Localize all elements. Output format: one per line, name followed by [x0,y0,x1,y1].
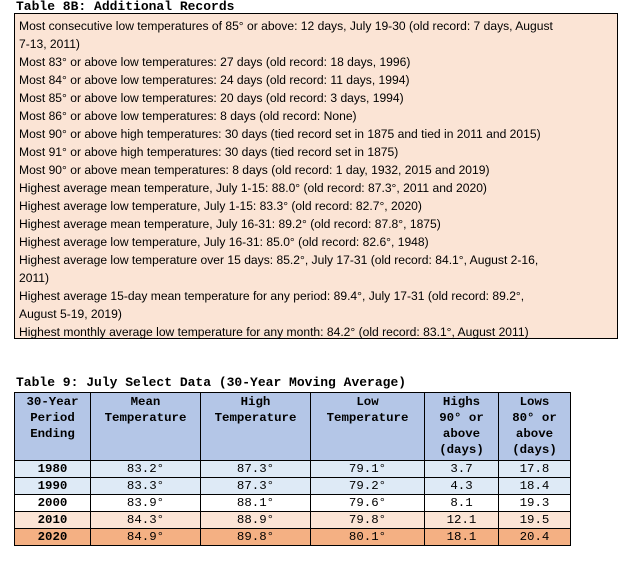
table-row: 2000 83.9° 88.1° 79.6° 8.1 19.3 [14,494,571,512]
lows-days-cell: 18.4 [498,477,571,495]
highs-days-cell: 12.1 [424,511,499,529]
lows-days-cell: 20.4 [498,528,571,546]
record-line: Most 90° or above mean temperatures: 8 d… [19,163,490,177]
record-line: Highest average mean temperature, July 1… [19,181,487,195]
header-line: Temperature [326,411,409,425]
record-line: Highest average low temperature, July 1-… [19,199,422,213]
record-line: Most 90° or above high temperatures: 30 … [19,127,541,141]
high-cell: 89.8° [200,528,311,546]
header-line: Low [356,395,379,409]
highs-days-cell: 4.3 [424,477,499,495]
high-cell: 87.3° [200,460,311,478]
july-select-data-table: 30-Year Period Ending Mean Temperature H… [14,392,571,546]
mean-cell: 83.9° [90,494,201,512]
lows-days-cell: 19.5 [498,511,571,529]
lows-days-cell: 19.3 [498,494,571,512]
header-line: Ending [30,427,75,441]
period-cell: 2020 [14,528,91,546]
low-cell: 79.2° [310,477,425,495]
record-line: Highest average low temperature, July 16… [19,235,429,249]
header-line: (days) [512,443,557,457]
record-line: Most 86° or above low temperatures: 8 da… [19,109,357,123]
header-line: Period [30,411,75,425]
record-line: Highest average low temperature over 15 … [19,253,539,267]
highs-days-cell: 8.1 [424,494,499,512]
header-line: Mean [130,395,161,409]
column-header-highs-90: Highs 90° or above (days) [424,392,499,461]
period-cell: 1990 [14,477,91,495]
low-cell: 79.8° [310,511,425,529]
period-cell: 2000 [14,494,91,512]
column-header-period: 30-Year Period Ending [14,392,91,461]
record-line: 7-13, 2011) [19,37,80,51]
record-line: Most consecutive low temperatures of 85°… [19,19,553,33]
header-line: 80° or [512,411,557,425]
mean-cell: 84.3° [90,511,201,529]
header-line: (days) [439,443,484,457]
mean-cell: 83.3° [90,477,201,495]
record-line: Most 85° or above low temperatures: 20 d… [19,91,404,105]
high-cell: 87.3° [200,477,311,495]
record-line: 2011) [19,271,50,285]
table-row: 2010 84.3° 88.9° 79.8° 12.1 19.5 [14,511,571,529]
mean-cell: 83.2° [90,460,201,478]
lows-days-cell: 17.8 [498,460,571,478]
record-line: Most 83° or above low temperatures: 27 d… [19,55,411,69]
header-line: 90° or [439,411,484,425]
header-line: above [515,427,554,441]
record-line: August 5-19, 2019) [19,307,122,321]
highs-days-cell: 3.7 [424,460,499,478]
mean-cell: 84.9° [90,528,201,546]
table-header-row: 30-Year Period Ending Mean Temperature H… [14,392,571,461]
table-8b-title: Table 8B: Additional Records [16,0,235,14]
table-row: 1980 83.2° 87.3° 79.1° 3.7 17.8 [14,460,571,478]
table-row: 1990 83.3° 87.3° 79.2° 4.3 18.4 [14,477,571,495]
table-row: 2020 84.9° 89.8° 80.1° 18.1 20.4 [14,528,571,546]
record-line: Most 84° or above low temperatures: 24 d… [19,73,410,87]
record-line: Most 91° or above high temperatures: 30 … [19,145,399,159]
highs-days-cell: 18.1 [424,528,499,546]
column-header-lows-80: Lows 80° or above (days) [498,392,571,461]
column-header-low: Low Temperature [310,392,425,461]
record-line: Highest average mean temperature, July 1… [19,217,441,231]
period-cell: 1980 [14,460,91,478]
record-line: Highest average 15-day mean temperature … [19,289,525,303]
header-line: Temperature [214,411,297,425]
record-line: Highest monthly average low temperature … [19,325,529,339]
header-line: Highs [442,395,481,409]
table-9-title: Table 9: July Select Data (30-Year Movin… [16,375,407,390]
period-cell: 2010 [14,511,91,529]
header-line: 30-Year [26,395,79,409]
high-cell: 88.9° [200,511,311,529]
column-header-high: High Temperature [200,392,311,461]
header-line: Lows [519,395,550,409]
header-line: High [240,395,271,409]
header-line: above [442,427,481,441]
low-cell: 79.6° [310,494,425,512]
high-cell: 88.1° [200,494,311,512]
additional-records-box: Most consecutive low temperatures of 85°… [14,13,618,339]
column-header-mean: Mean Temperature [90,392,201,461]
low-cell: 79.1° [310,460,425,478]
low-cell: 80.1° [310,528,425,546]
header-line: Temperature [104,411,187,425]
